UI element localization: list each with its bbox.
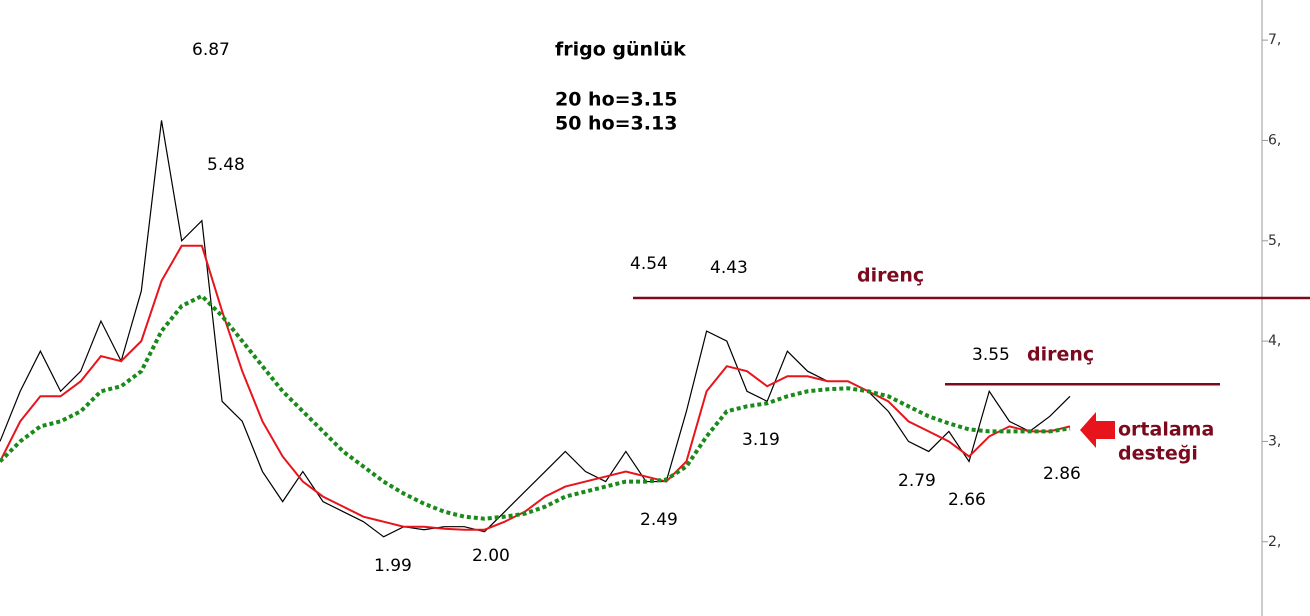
price-annotation: 2.00 (472, 546, 510, 566)
support-note: ortalama (1118, 419, 1214, 441)
price-annotation: 2.86 (1043, 464, 1081, 484)
price-annotation: 3.19 (742, 430, 780, 450)
y-tick-label: 6, (1268, 132, 1281, 148)
support-arrow (1080, 412, 1115, 448)
chart-subtitle: 50 ho=3.13 (555, 113, 677, 135)
series-line (0, 244, 1071, 531)
resistance-label: direnç (857, 265, 924, 287)
price-annotation: 2.49 (640, 510, 678, 530)
y-tick-label: 4, (1268, 333, 1281, 349)
price-annotation: 3.55 (972, 345, 1010, 365)
price-annotation: 4.43 (710, 258, 748, 278)
series-line (0, 120, 1071, 538)
chart-subtitle: 20 ho=3.15 (555, 89, 677, 111)
price-annotation: 2.66 (948, 490, 986, 510)
resistance-label: direnç (1027, 344, 1094, 366)
price-annotation: 1.99 (374, 556, 412, 576)
chart-title: frigo günlük (555, 39, 686, 61)
price-annotation: 4.54 (630, 254, 668, 274)
y-tick-label: 3, (1268, 433, 1281, 449)
support-note: desteği (1118, 443, 1198, 465)
price-annotation: 2.79 (898, 471, 936, 491)
price-annotation: 5.48 (207, 155, 245, 175)
y-tick-label: 5, (1268, 233, 1281, 249)
y-tick-label: 7, (1268, 32, 1281, 48)
price-annotation: 6.87 (192, 40, 230, 60)
y-tick-label: 2, (1268, 534, 1281, 550)
